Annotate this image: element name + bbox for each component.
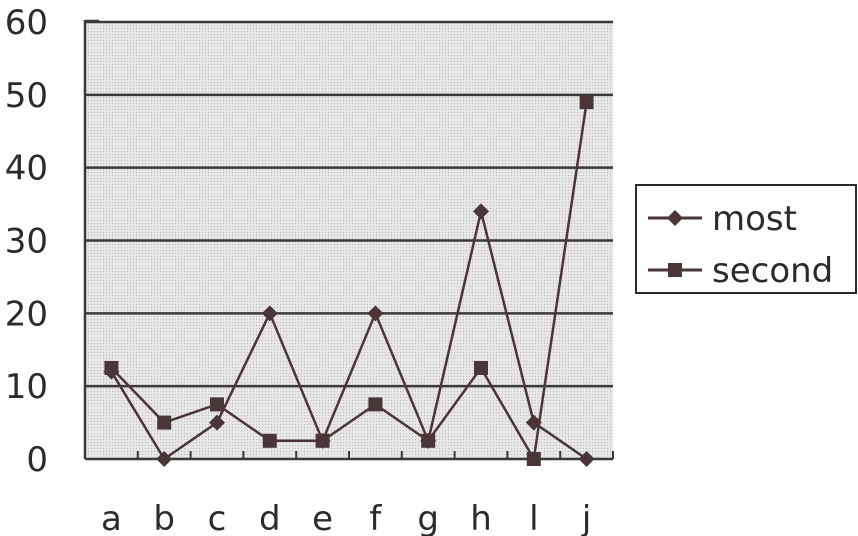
point-second-a [104, 360, 119, 375]
x-tick-label: j [581, 499, 591, 536]
y-tick-label: 40 [5, 149, 48, 189]
x-tick-label: d [259, 499, 281, 536]
point-most-h [473, 203, 489, 220]
x-tick-label: g [417, 499, 439, 536]
series-second [104, 95, 594, 466]
legend: most second [635, 184, 857, 294]
legend-marker-second [668, 263, 682, 277]
y-tick-label: 10 [5, 367, 48, 407]
point-second-e [315, 433, 330, 448]
point-most-d [261, 305, 278, 322]
x-tick-label: b [153, 499, 175, 536]
x-tick-label: a [101, 499, 122, 536]
point-second-d [262, 433, 277, 448]
x-tick-label: l [529, 499, 538, 536]
y-tick-label: 30 [5, 222, 48, 262]
x-tick-label: c [208, 499, 227, 536]
series-line-second [110, 101, 588, 461]
y-tick-label: 0 [26, 440, 48, 480]
series-line-most [110, 210, 588, 461]
legend-label-second: second [712, 251, 833, 291]
legend-marker-most [667, 210, 683, 226]
point-second-l [526, 452, 541, 466]
y-tick-label: 20 [5, 294, 48, 334]
point-most-c [209, 414, 225, 431]
x-tick-label: f [369, 499, 382, 536]
legend-label-most: most [712, 199, 797, 239]
point-second-g [421, 433, 436, 448]
x-tick-label: e [312, 499, 333, 536]
x-tick-label: h [470, 499, 492, 536]
point-second-b [157, 415, 172, 430]
point-most-j [578, 451, 595, 467]
point-most-b [156, 451, 173, 467]
point-second-c [210, 397, 224, 412]
y-tick-label: 60 [5, 3, 48, 43]
point-second-f [368, 397, 383, 412]
point-most-f [367, 305, 384, 322]
point-second-h [474, 360, 488, 375]
y-tick-label: 50 [5, 76, 48, 116]
point-second-j [579, 95, 594, 110]
